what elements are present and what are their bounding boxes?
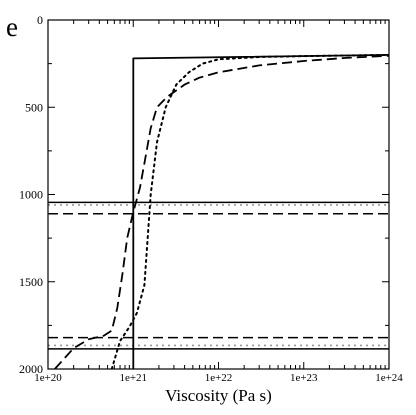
x-tick-label: 1e+21 (119, 372, 147, 384)
x-axis: 1e+20 1e+21 1e+22 1e+23 1e+24 (34, 20, 403, 384)
plot-frame (47, 19, 390, 370)
x-tick-label: 1e+20 (34, 372, 62, 384)
y-tick-label: 1500 (19, 275, 43, 289)
y-tick-label: 0 (37, 13, 43, 27)
y-axis: 0 500 1000 1500 2000 (19, 13, 389, 376)
x-tick-label: 1e+24 (375, 372, 403, 384)
x-tick-label: 1e+23 (290, 372, 318, 384)
x-axis-label: Viscosity (Pa s) (165, 386, 272, 405)
y-tick-label: 2000 (19, 362, 43, 376)
series-line-dashed (54, 54, 389, 369)
y-tick-label: 500 (25, 100, 43, 114)
panel-label: e (6, 12, 18, 42)
x-tick-label: 1e+22 (205, 372, 233, 384)
y-tick-label: 1000 (19, 188, 43, 202)
series-line-solid (132, 54, 389, 369)
series-line-dotted (110, 53, 389, 369)
